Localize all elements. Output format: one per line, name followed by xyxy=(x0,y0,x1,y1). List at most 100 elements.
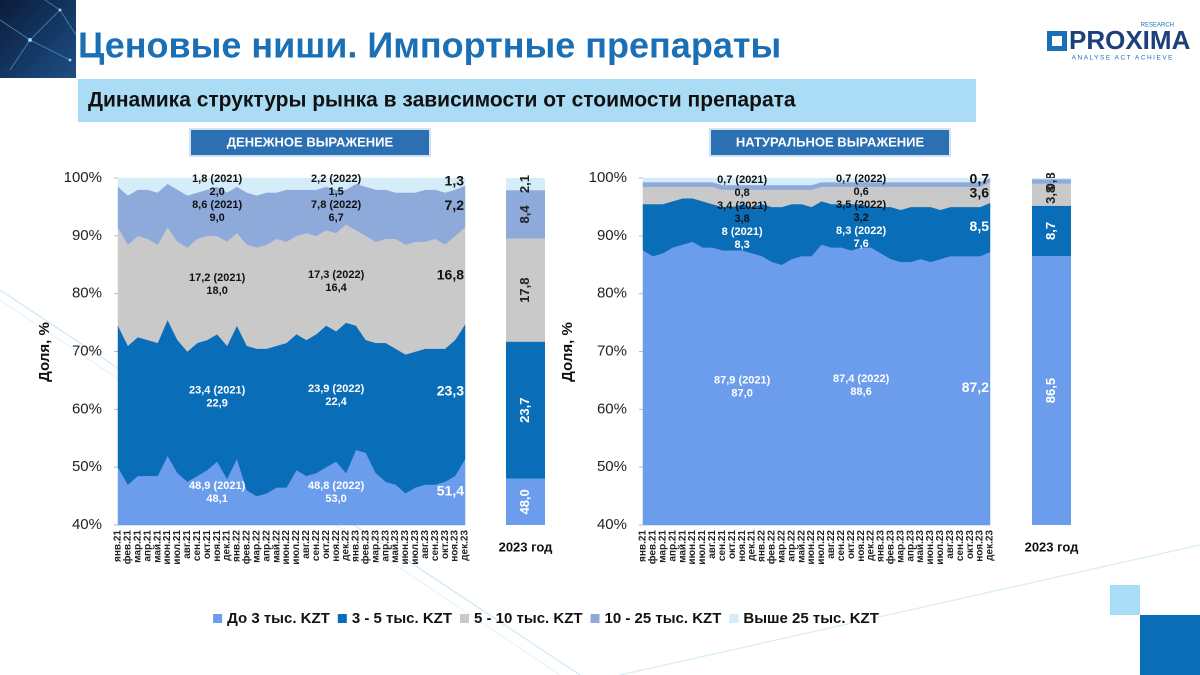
x-tick-label: июн.22 xyxy=(806,530,817,565)
x-tick-label: апр.22 xyxy=(261,530,272,562)
annotation: 1,8 (2021) xyxy=(192,173,242,185)
subtitle-bar xyxy=(78,79,976,122)
annotation: 23,9 (2022) xyxy=(308,383,365,395)
annotation: 0,8 xyxy=(734,187,749,199)
x-tick-label: фев.22 xyxy=(241,530,253,565)
x-tick-label: июн.21 xyxy=(687,530,698,565)
x-tick-label: фев.21 xyxy=(647,530,659,565)
x-tick-label: апр.23 xyxy=(380,530,391,562)
end-label: 1,3 xyxy=(445,172,465,188)
x-tick-label: мар.22 xyxy=(776,530,787,563)
chart-title: ДЕНЕЖНОЕ ВЫРАЖЕНИЕ xyxy=(227,134,394,149)
annotation: 23,4 (2021) xyxy=(189,385,246,397)
x-tick-label: май.22 xyxy=(271,530,282,563)
annotation: 3,8 xyxy=(734,213,749,225)
x-tick-label: окт.22 xyxy=(846,530,857,559)
x-tick-label: ноя.21 xyxy=(737,530,748,562)
x-tick-label: июн.23 xyxy=(925,530,936,565)
annotation: 1,5 xyxy=(328,186,343,198)
annotation: 2,2 (2022) xyxy=(311,173,361,185)
y-tick-label: 50% xyxy=(597,458,627,475)
total-bar xyxy=(506,190,545,239)
annotation: 17,2 (2021) xyxy=(189,272,246,284)
total-value-label: 48,0 xyxy=(517,489,532,514)
annotation: 22,9 xyxy=(206,398,227,410)
x-tick-label: окт.21 xyxy=(202,530,213,559)
x-tick-label: апр.23 xyxy=(905,530,916,562)
x-tick-label: мар.21 xyxy=(657,530,668,563)
x-tick-label: май.21 xyxy=(152,530,163,563)
total-bar xyxy=(1032,256,1071,525)
legend-swatch xyxy=(213,614,223,623)
end-label: 3,6 xyxy=(970,185,990,201)
x-tick-label: янв.22 xyxy=(232,530,243,562)
y-tick-label: 80% xyxy=(72,285,102,302)
y-tick-label: 40% xyxy=(72,516,102,533)
annotation: 8,3 (2022) xyxy=(836,225,886,237)
y-axis-label: Доля, % xyxy=(559,322,576,382)
area-series xyxy=(117,177,466,196)
total-bar xyxy=(1032,183,1071,206)
total-category: 2023 год xyxy=(1025,539,1080,554)
annotation: 7,6 xyxy=(853,238,868,250)
annotation: 48,1 xyxy=(206,493,227,505)
logo-name: PROXIMA xyxy=(1069,25,1191,55)
y-tick-label: 70% xyxy=(597,342,627,359)
total-bar xyxy=(506,341,545,479)
y-tick-label: 100% xyxy=(64,169,102,186)
x-tick-label: июл.23 xyxy=(410,530,421,565)
total-bar xyxy=(1032,178,1071,180)
x-tick-label: сен.22 xyxy=(311,530,322,562)
legend-label: До 3 тыс. KZT xyxy=(227,610,330,627)
x-tick-label: сен.23 xyxy=(955,530,966,562)
end-label: 16,8 xyxy=(437,266,464,282)
x-tick-label: ноя.23 xyxy=(450,530,461,562)
total-value-label: 2,1 xyxy=(517,175,532,193)
annotation: 6,7 xyxy=(328,212,343,224)
x-tick-label: авг.23 xyxy=(420,530,431,559)
total-value-label: 86,5 xyxy=(1043,378,1058,403)
y-tick-label: 40% xyxy=(597,516,627,533)
x-tick-label: сен.21 xyxy=(192,530,203,562)
x-tick-label: ноя.23 xyxy=(975,530,986,562)
annotation: 0,7 (2021) xyxy=(717,174,767,186)
total-value-label: 23,7 xyxy=(517,398,532,423)
end-label: 23,3 xyxy=(437,382,464,398)
end-label: 51,4 xyxy=(437,483,464,499)
annotation: 22,4 xyxy=(325,396,347,408)
x-tick-label: дек.22 xyxy=(341,530,352,561)
total-value-label: 17,8 xyxy=(517,278,532,303)
logo: PROXIMA RESEARCH ANALYSE ACT ACHIEVE xyxy=(1047,23,1191,62)
page-subtitle: Динамика структуры рынка в зависимости о… xyxy=(88,89,796,112)
x-tick-label: июн.21 xyxy=(162,530,173,565)
x-tick-label: июл.22 xyxy=(816,530,827,565)
legend-label: 10 - 25 тыс. KZT xyxy=(605,610,722,627)
end-label: 8,5 xyxy=(970,218,990,234)
x-tick-label: фев.21 xyxy=(122,530,134,565)
chart-title: НАТУРАЛЬНОЕ ВЫРАЖЕНИЕ xyxy=(736,134,925,149)
total-value-label: 0,8 xyxy=(1043,172,1058,190)
annotation: 87,9 (2021) xyxy=(714,375,771,387)
y-tick-label: 60% xyxy=(597,400,627,417)
x-tick-label: ноя.22 xyxy=(331,530,342,562)
total-bar xyxy=(1032,205,1071,257)
x-tick-label: янв.21 xyxy=(113,530,124,562)
x-tick-label: авг.22 xyxy=(301,530,312,559)
x-tick-label: янв.21 xyxy=(638,530,649,562)
y-tick-label: 90% xyxy=(597,227,627,244)
x-tick-label: авг.22 xyxy=(826,530,837,559)
x-tick-label: июл.22 xyxy=(291,530,302,565)
legend-swatch xyxy=(729,614,739,623)
annotation: 8,6 (2021) xyxy=(192,199,242,211)
x-tick-label: май.23 xyxy=(390,530,401,563)
y-tick-label: 50% xyxy=(72,458,102,475)
total-value-label: 8,7 xyxy=(1043,222,1058,240)
x-tick-label: дек.23 xyxy=(460,530,471,561)
legend-swatch xyxy=(590,614,600,623)
annotation: 18,0 xyxy=(206,285,227,297)
legend-label: 3 - 5 тыс. KZT xyxy=(352,610,452,627)
logo-tag: RESEARCH xyxy=(1141,23,1174,29)
y-tick-label: 70% xyxy=(72,342,102,359)
